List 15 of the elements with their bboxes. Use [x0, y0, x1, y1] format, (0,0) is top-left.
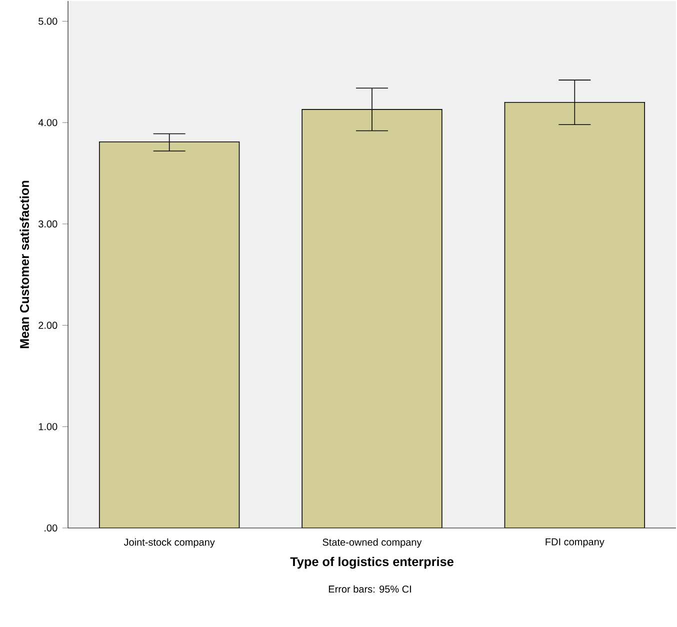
- y-tick-label: .00: [44, 524, 58, 532]
- bar: [99, 141, 240, 528]
- y-tick-label: 4.00: [38, 119, 58, 126]
- y-tick-label: 3.00: [38, 220, 58, 228]
- x-tick-label: State-owned company: [322, 538, 422, 548]
- y-tick-label: 2.00: [38, 322, 58, 329]
- bar: [504, 102, 645, 528]
- x-tick-label: Joint-stock company: [124, 538, 215, 548]
- x-tick-label: FDI company: [546, 538, 604, 548]
- bar: [302, 109, 442, 528]
- y-axis-title: Mean Customer satisfaction: [20, 180, 29, 348]
- x-axis-title: Type of logistics enterprise: [290, 556, 454, 569]
- y-tick-label: 5.00: [38, 18, 58, 25]
- text: Error bars: 95% CI: [328, 585, 411, 593]
- y-tick-label: 1.00: [38, 423, 58, 430]
